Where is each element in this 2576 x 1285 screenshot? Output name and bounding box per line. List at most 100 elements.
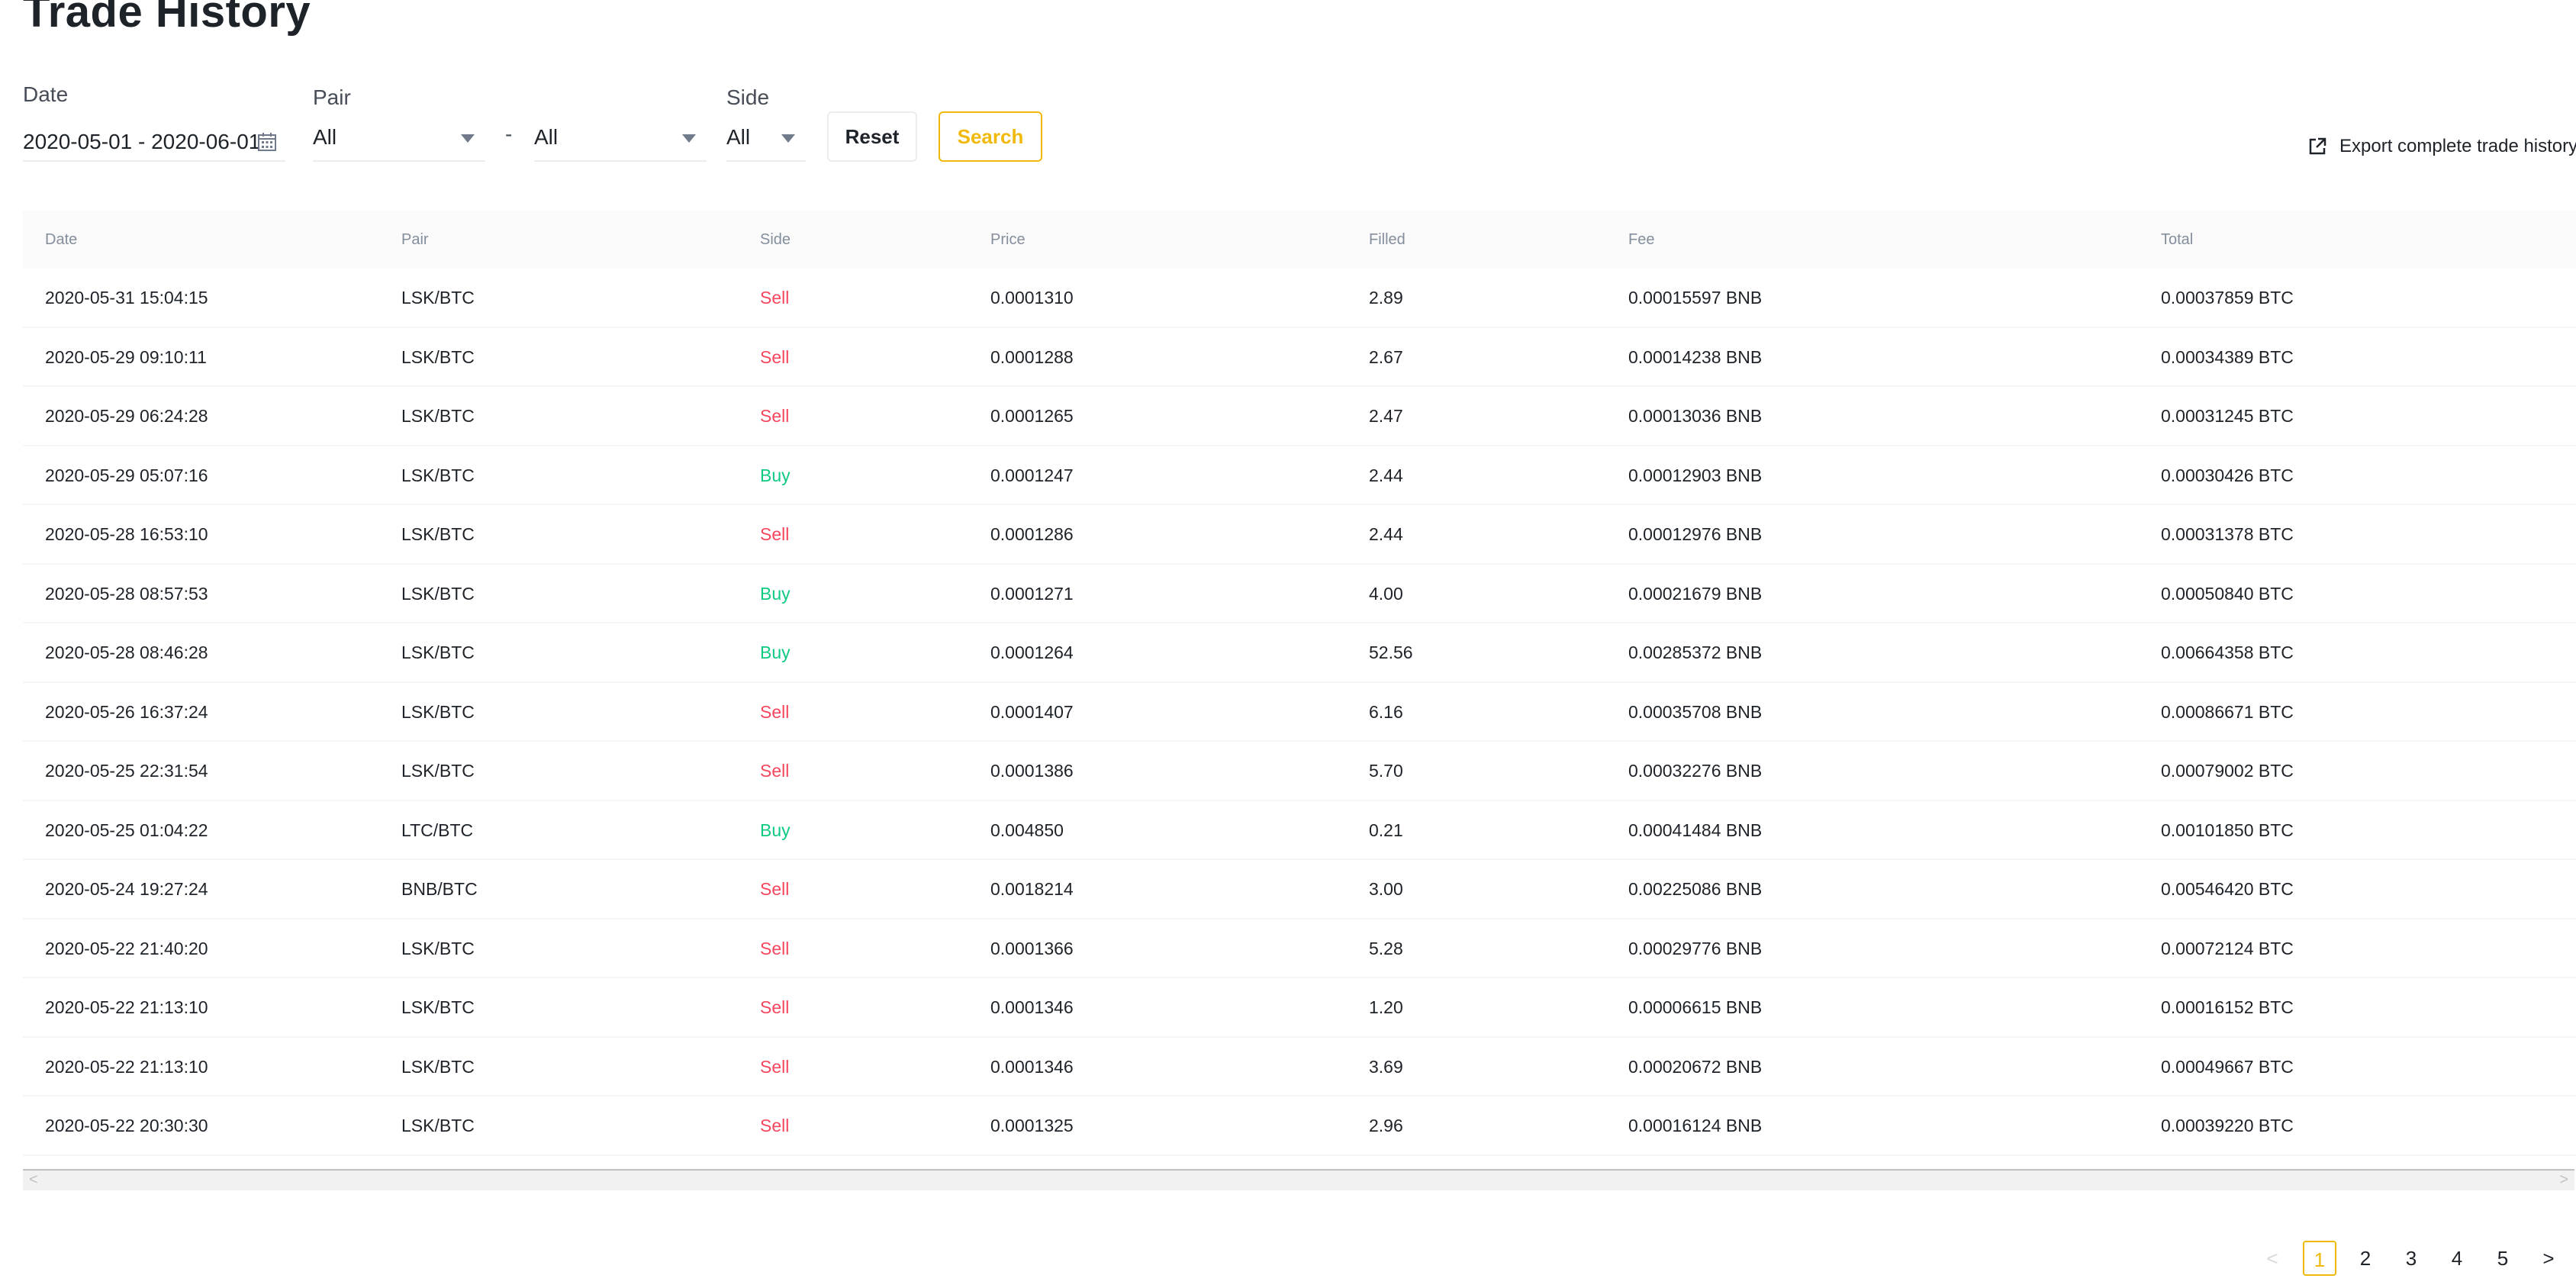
pagination-page-3[interactable]: 3 (2405, 1247, 2417, 1270)
cell-filled: 2.44 (1369, 465, 1403, 485)
cell-date: 2020-05-24 19:27:24 (45, 879, 208, 899)
cell-price: 0.0018214 (990, 879, 1074, 899)
pagination-next-button[interactable]: > (2542, 1247, 2555, 1270)
cell-filled: 4.00 (1369, 583, 1403, 604)
reset-button[interactable]: Reset (827, 111, 917, 162)
cell-pair: LSK/BTC (401, 761, 475, 781)
cell-date: 2020-05-28 16:53:10 (45, 524, 208, 544)
cell-filled: 2.89 (1369, 288, 1403, 308)
cell-date: 2020-05-22 20:30:30 (45, 1116, 208, 1135)
cell-fee: 0.00015597 BNB (1628, 288, 1763, 308)
cell-pair: LSK/BTC (401, 288, 475, 308)
cell-price: 0.0001286 (990, 524, 1074, 544)
cell-total: 0.00039220 BTC (2161, 1116, 2294, 1135)
side-select[interactable]: All (726, 125, 751, 149)
cell-pair: LSK/BTC (401, 1056, 475, 1077)
cell-pair: LSK/BTC (401, 997, 475, 1017)
cell-total: 0.00037859 BTC (2161, 288, 2294, 308)
cell-price: 0.0001288 (990, 346, 1074, 367)
cell-total: 0.00086671 BTC (2161, 701, 2294, 722)
cell-price: 0.0001386 (990, 761, 1074, 781)
calendar-icon[interactable] (256, 131, 278, 156)
cell-pair: LTC/BTC (401, 820, 474, 840)
table-row: 2020-05-26 16:37:24 LSK/BTC Sell 0.00014… (23, 683, 2576, 742)
column-header-pair: Pair (401, 231, 429, 248)
cell-total: 0.00034389 BTC (2161, 346, 2294, 367)
cell-price: 0.0001366 (990, 938, 1074, 958)
cell-date: 2020-05-29 06:24:28 (45, 406, 208, 426)
cell-side: Buy (760, 465, 791, 485)
export-trade-history-link[interactable]: Export complete trade history (2307, 136, 2576, 157)
cell-side: Sell (760, 701, 790, 722)
cell-side: Sell (760, 406, 790, 426)
column-header-fee: Fee (1628, 231, 1655, 248)
search-button[interactable]: Search (939, 111, 1042, 162)
table-row: 2020-05-22 21:13:10 LSK/BTC Sell 0.00013… (23, 1038, 2576, 1097)
cell-side: Sell (760, 1056, 790, 1077)
cell-pair: LSK/BTC (401, 465, 475, 485)
cell-date: 2020-05-28 08:57:53 (45, 583, 208, 604)
cell-total: 0.00016152 BTC (2161, 997, 2294, 1017)
cell-price: 0.0001310 (990, 288, 1074, 308)
table-row: 2020-05-25 01:04:22 LTC/BTC Buy 0.004850… (23, 801, 2576, 860)
cell-pair: LSK/BTC (401, 524, 475, 544)
table-row: 2020-05-29 05:07:16 LSK/BTC Buy 0.000124… (23, 446, 2576, 505)
cell-date: 2020-05-31 15:04:15 (45, 288, 208, 308)
cell-fee: 0.00021679 BNB (1628, 583, 1763, 604)
pair-base-chevron-down-icon[interactable] (461, 134, 475, 143)
pagination-page-1[interactable]: 1 (2303, 1241, 2336, 1276)
cell-date: 2020-05-28 08:46:28 (45, 642, 208, 662)
cell-price: 0.0001271 (990, 583, 1074, 604)
cell-pair: LSK/BTC (401, 642, 475, 662)
cell-fee: 0.00006615 BNB (1628, 997, 1763, 1017)
cell-side: Buy (760, 642, 791, 662)
cell-total: 0.00546420 BTC (2161, 879, 2294, 899)
cell-total: 0.00049667 BTC (2161, 1056, 2294, 1077)
pair-quote-chevron-down-icon[interactable] (682, 134, 696, 143)
pagination-page-4[interactable]: 4 (2451, 1247, 2463, 1270)
cell-fee: 0.00020672 BNB (1628, 1056, 1763, 1077)
pair-base-select[interactable]: All (313, 125, 337, 149)
pagination-page-5[interactable]: 5 (2497, 1247, 2509, 1270)
table-row: 2020-05-29 06:24:28 LSK/BTC Sell 0.00012… (23, 387, 2576, 446)
cell-filled: 0.21 (1369, 820, 1403, 840)
cell-side: Sell (760, 288, 790, 308)
pair-quote-select[interactable]: All (534, 125, 559, 149)
cell-side: Sell (760, 1116, 790, 1135)
cell-filled: 3.00 (1369, 879, 1403, 899)
pagination-page-2[interactable]: 2 (2359, 1247, 2372, 1270)
pair-filter-label: Pair (313, 85, 351, 109)
table-row: 2020-05-24 19:27:24 BNB/BTC Sell 0.00182… (23, 860, 2576, 919)
scroll-right-arrow-icon[interactable]: > (2559, 1171, 2568, 1188)
date-range-input[interactable]: 2020-05-01 - 2020-06-01 (23, 130, 261, 153)
cell-filled: 5.70 (1369, 761, 1403, 781)
page-title: Trade History (23, 0, 311, 37)
cell-side: Sell (760, 879, 790, 899)
date-filter-label: Date (23, 82, 69, 106)
cell-price: 0.0001346 (990, 1056, 1074, 1077)
cell-pair: LSK/BTC (401, 701, 475, 722)
cell-fee: 0.00029776 BNB (1628, 938, 1763, 958)
cell-filled: 2.96 (1369, 1116, 1403, 1135)
cell-date: 2020-05-22 21:13:10 (45, 1056, 208, 1077)
cell-date: 2020-05-25 01:04:22 (45, 820, 208, 840)
cell-filled: 3.69 (1369, 1056, 1403, 1077)
cell-fee: 0.00016124 BNB (1628, 1116, 1763, 1135)
cell-filled: 2.67 (1369, 346, 1403, 367)
table-horizontal-scrollbar[interactable]: < > (23, 1169, 2574, 1190)
side-chevron-down-icon[interactable] (781, 134, 795, 143)
cell-price: 0.0001264 (990, 642, 1074, 662)
cell-pair: LSK/BTC (401, 346, 475, 367)
column-header-filled: Filled (1369, 231, 1406, 248)
column-header-total: Total (2161, 231, 2194, 248)
pagination-prev-button[interactable]: < (2266, 1247, 2278, 1270)
trade-history-table: Date Pair Side Price Filled Fee Total 20… (23, 211, 2576, 1156)
cell-side: Sell (760, 761, 790, 781)
cell-pair: BNB/BTC (401, 879, 478, 899)
cell-filled: 2.47 (1369, 406, 1403, 426)
scroll-left-arrow-icon[interactable]: < (29, 1171, 38, 1188)
table-row: 2020-05-29 09:10:11 LSK/BTC Sell 0.00012… (23, 328, 2576, 387)
cell-pair: LSK/BTC (401, 583, 475, 604)
cell-pair: LSK/BTC (401, 938, 475, 958)
cell-filled: 2.44 (1369, 524, 1403, 544)
